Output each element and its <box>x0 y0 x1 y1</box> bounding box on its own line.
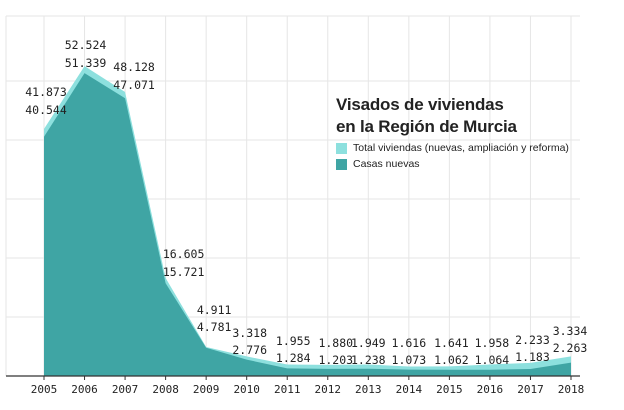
data-label-total: 4.911 <box>197 303 232 317</box>
x-tick-label: 2007 <box>112 383 139 396</box>
series-areas <box>44 66 571 376</box>
legend-swatch-total <box>336 142 347 154</box>
data-labels: 41.873 40.544 52.524 51.339 48.128 47.071 16.6… <box>25 38 587 367</box>
chart-legend: Visados de viviendas en la Región de Mur… <box>336 94 569 170</box>
data-label-total: 1.616 <box>392 336 427 350</box>
data-label-total: 3.318 <box>232 326 267 340</box>
data-label-casas: 1.183 <box>515 350 550 364</box>
legend-item-casas: Casas nuevas <box>336 158 569 170</box>
legend-swatch-casas <box>336 158 347 170</box>
x-tick-label: 2013 <box>355 383 382 396</box>
data-label-casas: 1.238 <box>351 353 386 367</box>
legend-label-total: Total viviendas (nuevas, ampliación y re… <box>353 142 569 154</box>
data-label-total: 48.128 <box>113 60 155 74</box>
data-label-casas: 51.339 <box>65 56 107 70</box>
data-label-casas: 1.203 <box>318 353 353 367</box>
data-label-casas: 1.284 <box>276 351 311 365</box>
data-label-total: 41.873 <box>25 85 67 99</box>
area-total-viviendas <box>44 66 571 376</box>
data-label-casas: 1.062 <box>434 353 469 367</box>
x-tick-label: 2017 <box>517 383 544 396</box>
data-label-total: 2.233 <box>515 333 550 347</box>
chart-title-line-2: en la Región de Murcia <box>336 117 517 136</box>
data-label-casas: 1.073 <box>392 353 427 367</box>
data-label-casas: 4.781 <box>197 320 232 334</box>
data-label-total: 1.958 <box>475 336 510 350</box>
data-label-total: 1.955 <box>276 334 311 348</box>
data-label-casas: 47.071 <box>113 78 155 92</box>
x-tick-label: 2014 <box>396 383 423 396</box>
data-label-casas: 15.721 <box>163 265 205 279</box>
x-tick-label: 2018 <box>558 383 585 396</box>
data-label-total: 1.949 <box>351 336 386 350</box>
data-label-total: 3.334 <box>553 324 588 338</box>
chart-title-line-1: Visados de viviendas <box>336 95 504 114</box>
x-tick-label: 2015 <box>436 383 463 396</box>
data-label-casas: 2.776 <box>232 343 267 357</box>
data-label-total: 52.524 <box>65 38 107 52</box>
data-label-total: 1.880 <box>318 336 353 350</box>
data-label-casas: 40.544 <box>25 103 67 117</box>
x-tick-label: 2009 <box>193 383 220 396</box>
x-tick-label: 2008 <box>152 383 179 396</box>
x-tick-label: 2011 <box>274 383 301 396</box>
x-axis: 2005 2006 2007 2008 2009 2010 2011 2012 2013 2014… <box>6 375 585 396</box>
x-tick-label: 2016 <box>477 383 504 396</box>
legend-label-casas: Casas nuevas <box>353 158 420 170</box>
data-label-casas: 1.064 <box>475 353 510 367</box>
x-tick-label: 2005 <box>31 383 58 396</box>
x-tick-label: 2006 <box>71 383 98 396</box>
data-label-total: 16.605 <box>163 247 205 261</box>
x-tick-label: 2010 <box>233 383 260 396</box>
data-label-casas: 2.263 <box>553 341 588 355</box>
x-tick-label: 2012 <box>315 383 342 396</box>
legend-item-total: Total viviendas (nuevas, ampliación y re… <box>336 142 569 154</box>
data-label-total: 1.641 <box>434 336 469 350</box>
area-casas-nuevas <box>44 73 571 376</box>
